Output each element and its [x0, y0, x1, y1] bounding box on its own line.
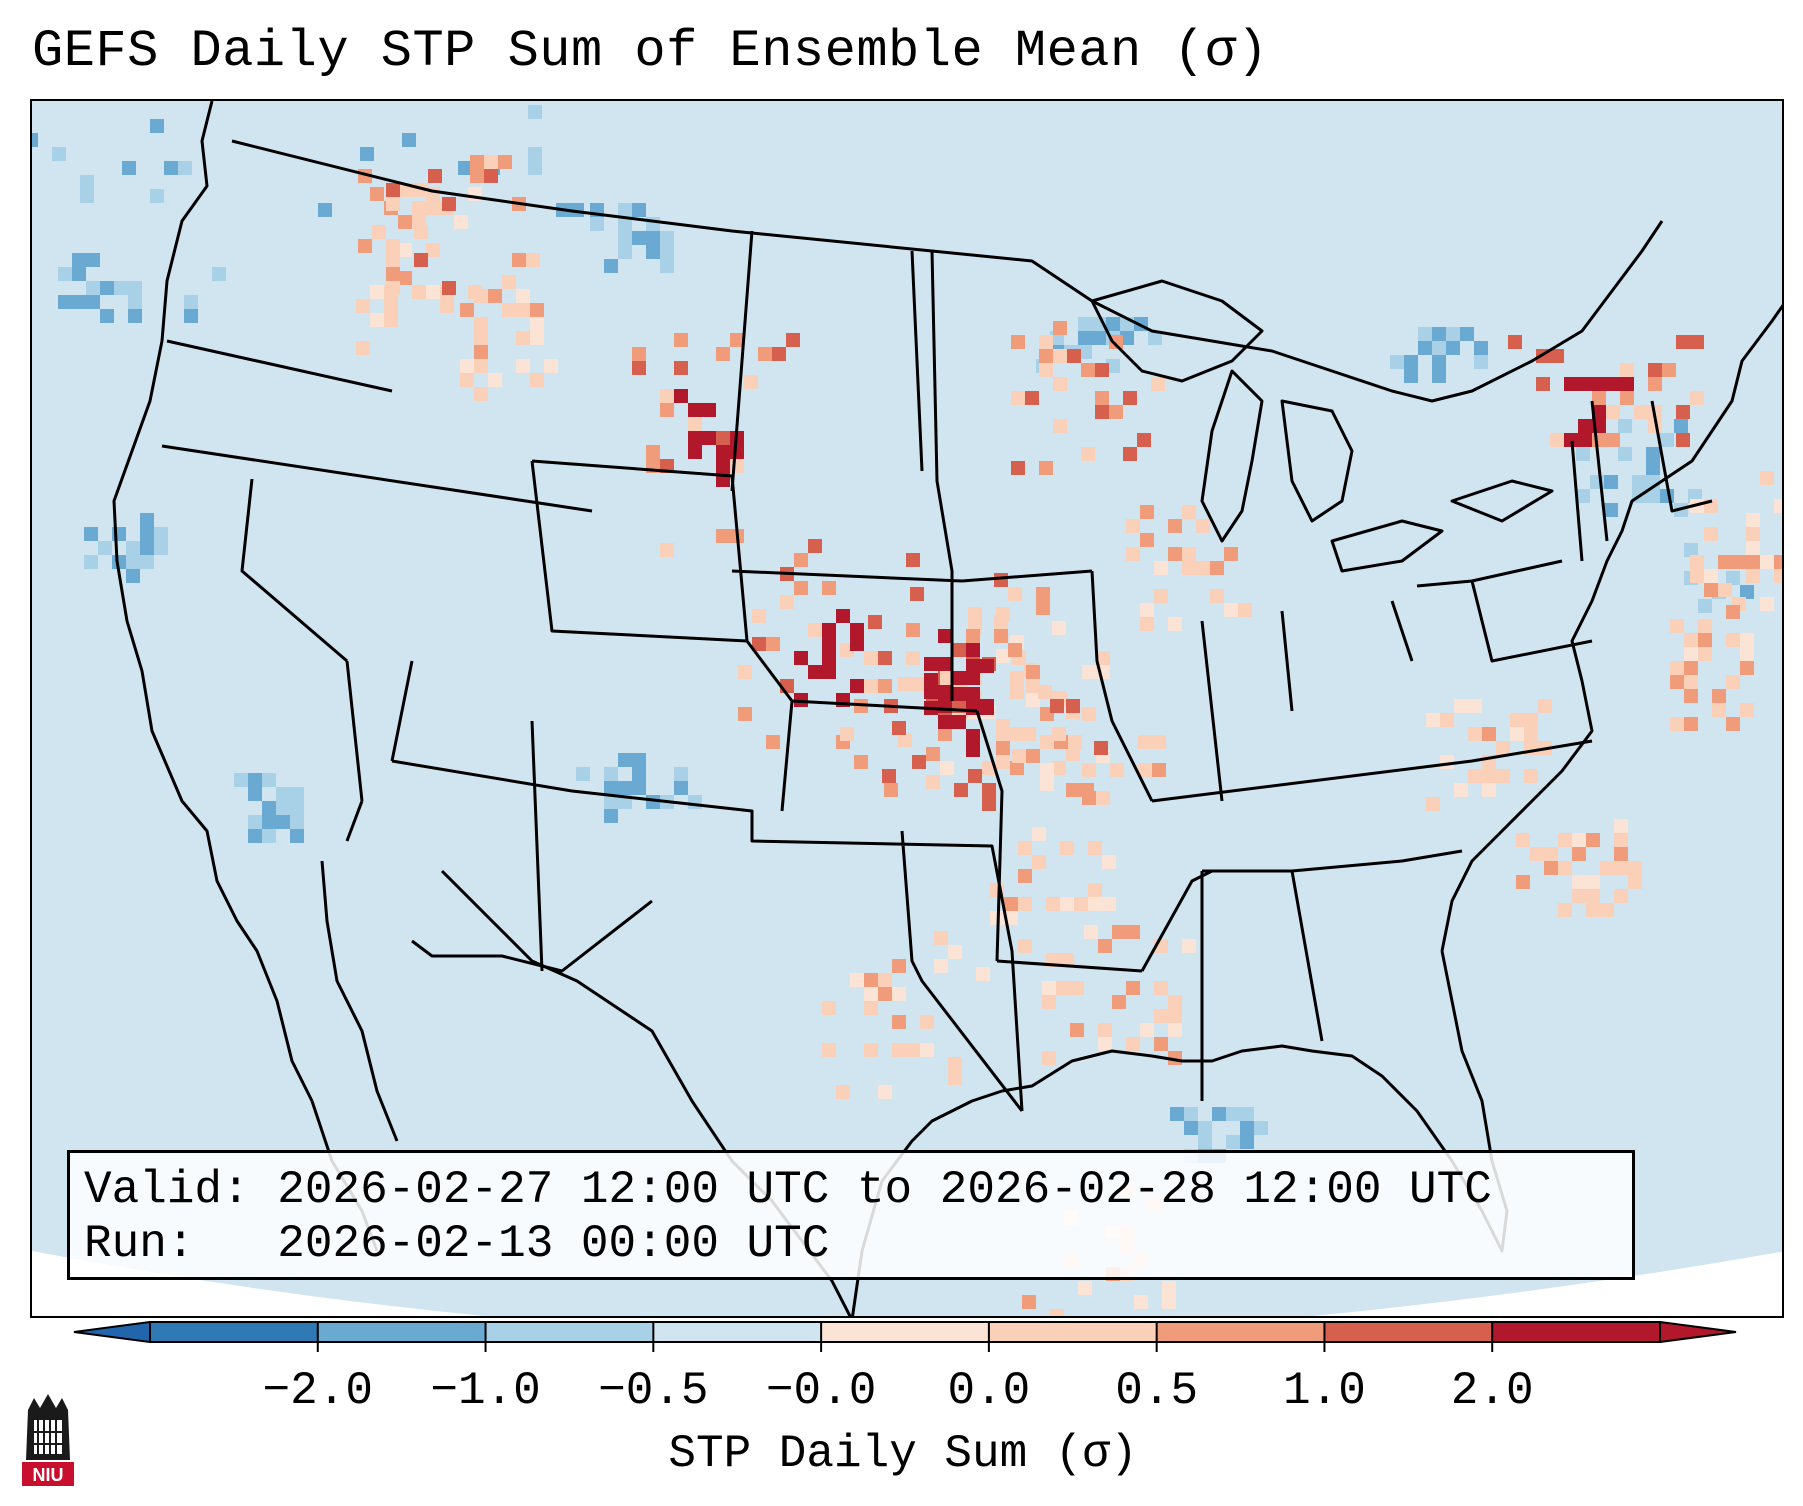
colorbar-segment [1156, 1322, 1325, 1342]
colorbar-segment [150, 1322, 319, 1342]
colorbar-tick-label: −2.0 [262, 1365, 373, 1417]
niu-logo-icon: NIU [22, 1394, 74, 1486]
valid-run-box: Valid: 2026-02-27 12:00 UTC to 2026-02-2… [67, 1150, 1635, 1280]
colorbar-tick-label: −0.5 [598, 1365, 709, 1417]
stp-map [32, 101, 1782, 1316]
map-domain [32, 101, 1782, 1316]
colorbar-segment [988, 1322, 1158, 1342]
colorbar-tick-label: 0.0 [947, 1365, 1031, 1417]
colorbar-segment [653, 1322, 822, 1342]
niu-logo: NIU [20, 1390, 76, 1495]
colorbar-tick-label: 2.0 [1450, 1365, 1534, 1417]
colorbar-tick-label: 1.0 [1283, 1365, 1366, 1417]
great-lakes [1090, 279, 1554, 573]
colorbar-segment [317, 1322, 487, 1342]
niu-logo-text: NIU [33, 1465, 64, 1485]
colorbar-segment [1492, 1322, 1661, 1342]
colorbar-label: STP Daily Sum (σ) [668, 1428, 1138, 1480]
valid-label: Valid: [84, 1164, 250, 1216]
map-panel[interactable] [30, 99, 1784, 1318]
colorbar-segments [150, 1322, 1661, 1342]
colorbar-segment [1324, 1322, 1493, 1342]
colorbar-tick-label: 0.5 [1115, 1365, 1199, 1417]
boundaries [112, 101, 1782, 1316]
west-coast [112, 101, 314, 1102]
colorbar [73, 1321, 1737, 1352]
colorbar-frame [149, 1321, 1661, 1343]
colorbar-tick-label: −1.0 [430, 1365, 541, 1417]
colorbar-over-arrow [1660, 1322, 1736, 1342]
colorbar-tick-label: −0.0 [765, 1365, 877, 1417]
stp-cells [32, 105, 1782, 1316]
colorbar-under-arrow [74, 1322, 150, 1342]
canada-border [231, 139, 1664, 403]
state-lines [161, 230, 1713, 1112]
colorbar-segment [821, 1322, 990, 1342]
valid-value: 2026-02-27 12:00 UTC to 2026-02-28 12:00… [277, 1164, 1492, 1216]
run-label: Run: [84, 1218, 195, 1270]
map-title: GEFS Daily STP Sum of Ensemble Mean (σ) [32, 22, 1269, 81]
colorbar-segment [485, 1322, 654, 1342]
east-coast [1440, 304, 1782, 952]
run-value: 2026-02-13 00:00 UTC [277, 1218, 830, 1270]
